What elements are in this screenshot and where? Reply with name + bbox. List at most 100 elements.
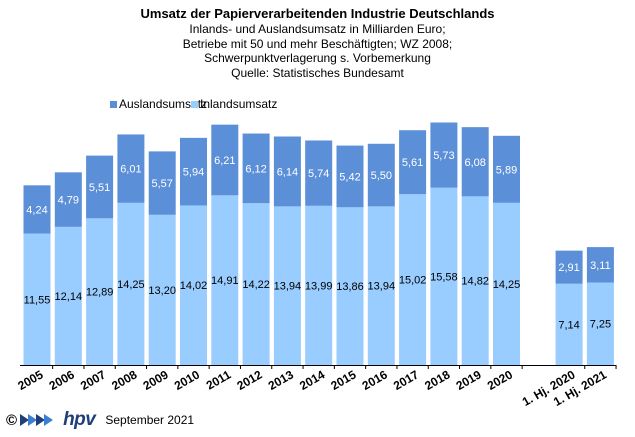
bar-ausland — [242, 133, 270, 204]
data-label-inland: 7,14 — [558, 319, 579, 331]
bar-ausland — [148, 151, 176, 215]
bar-ausland — [461, 127, 489, 197]
data-label-ausland: 5,74 — [308, 168, 329, 180]
data-label-inland: 12,89 — [86, 287, 114, 299]
bar-inland — [148, 214, 176, 365]
legend-swatch-inland — [191, 101, 198, 108]
bar-ausland — [555, 250, 583, 284]
x-tick-label: 2011 — [204, 367, 234, 392]
data-label-ausland: 4,79 — [58, 195, 79, 207]
data-label-inland: 14,91 — [211, 275, 239, 287]
bar-inland — [54, 226, 82, 365]
subtitle-line-1: Inlands- und Auslandsumsatz in Milliarde… — [189, 22, 446, 36]
x-tick-label: 2006 — [47, 367, 77, 393]
bar-ausland — [493, 135, 520, 203]
data-label-ausland: 3,11 — [590, 260, 611, 272]
bar-inland — [461, 196, 489, 365]
data-label-ausland: 5,42 — [339, 171, 360, 183]
bar-inland — [399, 194, 427, 365]
bar-inland — [586, 282, 614, 365]
copyright-symbol: © — [6, 411, 18, 429]
data-label-inland: 15,58 — [430, 271, 458, 283]
bar-inland — [180, 205, 207, 365]
data-label-ausland: 5,51 — [89, 182, 110, 194]
x-tick-label: 2007 — [78, 367, 108, 393]
data-label-inland: 13,99 — [305, 280, 333, 292]
bar-ausland — [367, 143, 395, 207]
bar-ausland — [211, 124, 239, 196]
bar-ausland — [23, 185, 51, 234]
x-tick-label: 2020 — [485, 367, 515, 393]
legend-label-ausland: Auslandsumsatz — [119, 97, 207, 111]
data-label-ausland: 5,61 — [402, 157, 423, 169]
data-label-inland: 14,02 — [180, 280, 208, 292]
bar-ausland — [336, 145, 364, 208]
x-tick-label: 2009 — [141, 367, 171, 393]
data-label-inland: 14,25 — [117, 279, 145, 291]
hpv-logo-text: hpv — [63, 409, 96, 430]
data-label-inland: 13,20 — [148, 285, 176, 297]
x-tick-label: 2019 — [454, 367, 484, 393]
data-label-ausland: 5,73 — [433, 150, 454, 162]
bar-ausland — [86, 155, 114, 219]
bar-inland — [555, 283, 583, 365]
bar-ausland — [430, 122, 458, 188]
bar-inland — [367, 206, 395, 365]
data-label-inland: 14,22 — [242, 279, 270, 291]
data-label-ausland: 6,01 — [120, 164, 141, 176]
data-label-ausland: 6,08 — [464, 157, 485, 169]
data-label-inland: 14,82 — [461, 276, 489, 288]
bar-inland — [242, 203, 270, 365]
data-label-inland: 13,94 — [274, 281, 302, 293]
subtitle-line-3: Schwerpunktverlagerung s. Vorbemerkung — [204, 51, 431, 65]
data-label-ausland: 6,14 — [277, 166, 298, 178]
x-tick-label: 2008 — [109, 367, 139, 393]
bar-ausland — [305, 140, 333, 206]
hpv-logo-arrows-icon — [20, 412, 60, 428]
footer-date: September 2021 — [105, 413, 195, 427]
x-tick-label: 2015 — [328, 367, 358, 393]
bar-ausland — [399, 130, 427, 195]
data-label-ausland: 5,94 — [183, 167, 204, 179]
data-label-ausland: 4,24 — [26, 204, 47, 216]
bar-inland — [305, 205, 333, 365]
data-label-inland: 15,02 — [399, 275, 427, 287]
bar-ausland — [586, 247, 614, 283]
bar-inland — [336, 207, 364, 365]
bar-inland — [493, 202, 520, 365]
subtitle-line-2: Betriebe mit 50 und mehr Beschäftigten; … — [182, 36, 453, 51]
data-label-ausland: 5,89 — [496, 164, 517, 176]
bar-ausland — [180, 137, 207, 206]
legend-swatch-ausland — [110, 101, 117, 108]
source-line: Quelle: Statistisches Bundesamt — [231, 65, 404, 80]
data-label-ausland: 5,57 — [151, 178, 172, 190]
bar-inland — [211, 195, 239, 365]
data-label-inland: 13,94 — [368, 281, 396, 293]
data-label-ausland: 6,21 — [214, 155, 235, 167]
bar-inland — [117, 202, 145, 365]
bar-inland — [23, 233, 51, 365]
data-label-ausland: 6,12 — [245, 163, 266, 175]
data-label-ausland: 2,91 — [558, 262, 579, 274]
x-tick-label: 2010 — [172, 367, 202, 393]
bar-inland — [273, 206, 301, 365]
x-tick-label: 2013 — [266, 367, 296, 393]
bar-inland — [430, 187, 458, 365]
footer: © hpv September 2021 — [6, 409, 194, 431]
bar-ausland — [273, 136, 301, 207]
chart-title: Umsatz der Papierverarbeitenden Industri… — [140, 6, 495, 21]
bars-group: 11,55 4,24 12,14 4,79 12,89 5,51 14,25 6,01 13,2… — [23, 122, 614, 365]
bar-ausland — [117, 134, 145, 203]
x-tick-label: 2017 — [391, 367, 421, 393]
bar-inland — [86, 218, 114, 365]
x-tick-label: 2005 — [15, 367, 45, 393]
x-tick-label: 2012 — [234, 367, 264, 393]
x-axis: 2005 2006 2007 2008 2009 2010 2011 2012 2013 2014… — [15, 365, 617, 409]
x-tick-label: 2014 — [297, 367, 327, 393]
bar-ausland — [54, 172, 82, 227]
data-label-inland: 7,25 — [590, 319, 611, 331]
legend-label-inland: Inlandsumsatz — [200, 97, 277, 111]
title-block: Umsatz der Papierverarbeitenden Industri… — [0, 6, 635, 80]
